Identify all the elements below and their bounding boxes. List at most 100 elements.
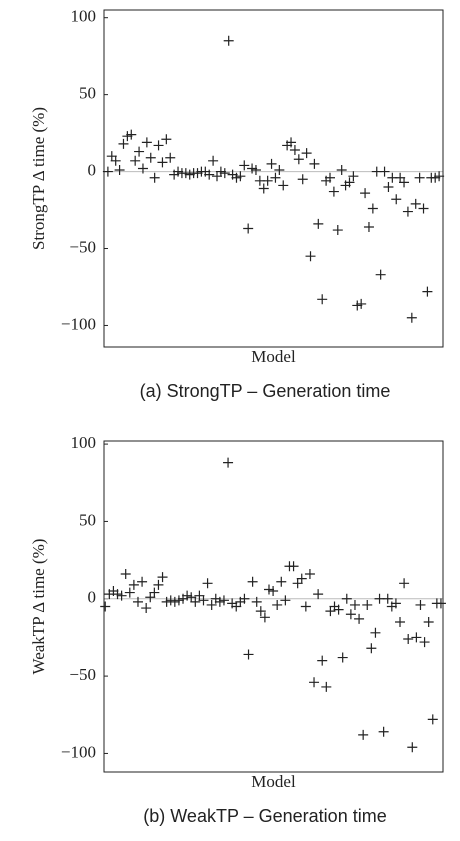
point [204, 169, 215, 180]
point [276, 576, 287, 587]
y-tick-label: 100 [71, 433, 97, 452]
point [328, 186, 339, 197]
point [313, 218, 324, 229]
point [153, 579, 164, 590]
point [223, 35, 234, 46]
point [206, 599, 217, 610]
point [255, 606, 266, 617]
point [157, 157, 168, 168]
y-axis-label: StrongTP Δ time (%) [29, 107, 48, 250]
point [286, 137, 297, 148]
point [149, 172, 160, 183]
point [292, 578, 303, 589]
point [325, 606, 336, 617]
point [120, 569, 131, 580]
point [406, 312, 417, 323]
point [418, 203, 429, 214]
point [435, 598, 446, 609]
plot-frame [103, 440, 444, 773]
point [266, 158, 277, 169]
point [423, 616, 434, 627]
point [262, 175, 273, 186]
point [289, 145, 300, 156]
point [325, 172, 335, 183]
y-tick-label: 50 [79, 510, 96, 529]
point [214, 596, 225, 607]
point [130, 155, 141, 166]
point [112, 589, 123, 600]
point [124, 587, 135, 598]
point [258, 183, 269, 194]
point [202, 578, 213, 589]
caption: (a) StrongTP – Generation time [140, 381, 391, 401]
point [149, 587, 160, 598]
point [137, 163, 148, 174]
point [341, 593, 352, 604]
x-axis-label: Model [251, 347, 296, 366]
point [296, 573, 307, 584]
point [317, 655, 328, 666]
point [134, 146, 145, 157]
point [370, 627, 381, 638]
point [390, 598, 401, 609]
point [194, 590, 205, 601]
point [126, 129, 137, 140]
point [114, 165, 125, 176]
y-tick-label: −100 [61, 742, 96, 761]
point [333, 604, 344, 615]
point [165, 152, 176, 163]
point [116, 590, 127, 601]
point [274, 165, 285, 176]
point [321, 681, 332, 692]
point [332, 225, 343, 236]
point [218, 595, 229, 606]
point [313, 589, 324, 600]
point [419, 637, 430, 648]
point [410, 198, 421, 209]
point [407, 742, 418, 753]
point [231, 601, 242, 612]
point [366, 643, 377, 654]
point [297, 174, 308, 185]
point [304, 569, 315, 580]
y-tick-label: −50 [69, 665, 96, 684]
point [363, 221, 374, 232]
point [300, 601, 311, 612]
point [367, 203, 378, 214]
point [336, 165, 347, 176]
point [383, 181, 394, 192]
point [379, 166, 390, 177]
point [102, 166, 113, 177]
point [110, 155, 121, 166]
point [402, 206, 413, 217]
point [190, 596, 201, 607]
point [250, 165, 261, 176]
point [317, 294, 328, 305]
y-axis-label: WeakTP Δ time (%) [29, 539, 48, 675]
point [278, 180, 289, 191]
point [345, 609, 356, 620]
point [391, 194, 402, 205]
point [382, 593, 393, 604]
point [208, 155, 219, 166]
point [118, 138, 129, 149]
point [293, 154, 304, 165]
point [415, 599, 426, 610]
point [375, 269, 386, 280]
point [427, 714, 438, 725]
point [243, 223, 254, 234]
point [403, 633, 414, 644]
point [411, 632, 422, 643]
point [337, 652, 348, 663]
point [239, 593, 250, 604]
point [247, 576, 258, 587]
point [356, 298, 367, 309]
point [239, 160, 250, 171]
point [309, 158, 320, 169]
point [132, 596, 143, 607]
point [141, 137, 152, 148]
point [100, 601, 111, 612]
point [198, 595, 209, 606]
y-tick-label: 50 [79, 84, 96, 103]
y-tick-label: −50 [69, 237, 96, 256]
